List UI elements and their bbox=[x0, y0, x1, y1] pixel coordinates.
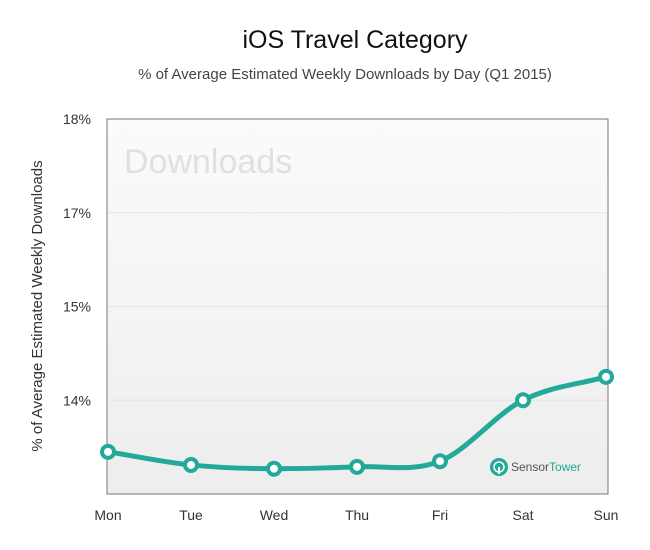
x-tick-label: Fri bbox=[432, 507, 448, 523]
sensor-tower-part1: Sensor bbox=[511, 460, 549, 474]
x-tick-label: Sun bbox=[594, 507, 619, 523]
data-points bbox=[100, 368, 614, 477]
y-axis-label: % of Average Estimated Weekly Downloads bbox=[29, 160, 46, 451]
chart-subtitle: % of Average Estimated Weekly Downloads … bbox=[138, 66, 552, 83]
y-tick-label: 15% bbox=[63, 299, 91, 315]
data-point-mon bbox=[100, 443, 116, 460]
y-axis-ticks: 18% 17% 15% 14% bbox=[63, 111, 91, 408]
data-point-sat bbox=[515, 392, 531, 409]
x-tick-label: Mon bbox=[94, 507, 121, 523]
data-point-thu bbox=[349, 458, 365, 475]
chart-title: iOS Travel Category bbox=[242, 26, 468, 54]
y-tick-label: 18% bbox=[63, 111, 91, 127]
sensor-tower-logo: SensorTower bbox=[490, 458, 581, 476]
x-axis-ticks: Mon Tue Wed Thu Fri Sat Sun bbox=[94, 507, 618, 523]
data-point-wed bbox=[266, 460, 282, 477]
data-point-tue bbox=[183, 456, 199, 473]
data-point-fri bbox=[432, 453, 448, 470]
x-tick-label: Wed bbox=[260, 507, 289, 523]
downloads-watermark: Downloads bbox=[124, 143, 292, 181]
sensor-tower-wordmark: SensorTower bbox=[511, 460, 581, 474]
sensor-tower-part2: Tower bbox=[549, 460, 581, 474]
sensor-tower-icon-stem bbox=[498, 467, 500, 474]
data-point-sun bbox=[598, 368, 614, 385]
x-tick-label: Sat bbox=[512, 507, 533, 523]
x-tick-label: Tue bbox=[179, 507, 203, 523]
y-tick-label: 17% bbox=[63, 205, 91, 221]
x-tick-label: Thu bbox=[345, 507, 369, 523]
y-tick-label: 14% bbox=[63, 392, 91, 408]
